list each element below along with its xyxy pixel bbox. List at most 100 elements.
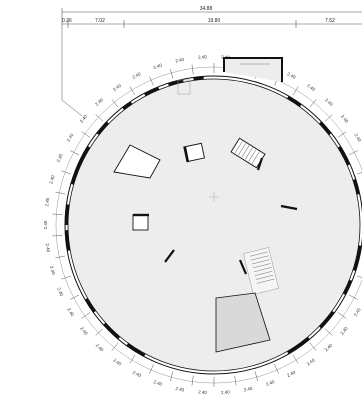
dimension-tick: [70, 150, 80, 156]
dimension-tick: [309, 342, 317, 351]
top-opening: [177, 79, 191, 95]
center-mark: [209, 192, 219, 202]
segment-dimension-label: 2.40: [175, 57, 185, 64]
segment-dimension-label: 2.40: [221, 389, 231, 395]
dimension-tick: [357, 275, 362, 278]
dimension-tick: [338, 312, 347, 319]
dimension-tick: [348, 150, 358, 156]
dimension-tick: [338, 131, 347, 138]
dimension-tick: [234, 375, 237, 386]
segment-dimension-label: 2.40: [56, 152, 64, 162]
segment-dimension-label: 2.40: [198, 390, 208, 396]
dimension-tick: [348, 294, 358, 300]
dimension-tick: [52, 235, 63, 237]
dimension-tick: [170, 371, 174, 382]
segment-dimension-label: 2.40: [49, 265, 56, 275]
dimension-tick: [324, 328, 333, 336]
dimension-tick: [52, 213, 63, 215]
left-trapezoid-object: [113, 144, 161, 179]
segment-dimension-label: 2.40: [153, 62, 163, 70]
segment-dimension-label: 2.40: [198, 54, 208, 60]
dimension-tick: [61, 275, 71, 280]
segment-dimension-label: 2.40: [132, 71, 143, 80]
thick-wall-segment: [144, 86, 160, 97]
segment-dimension-label: 2.40: [44, 197, 50, 207]
segment-dimension-label: 2.40: [56, 287, 64, 297]
segment-dimension-label: 2.40: [66, 132, 75, 143]
segment-dimension-label: 2.40: [112, 83, 122, 92]
segment-dimension-label: 2.40: [94, 97, 104, 107]
dimension-tick: [70, 294, 80, 300]
wall-stub-lower-left: [164, 249, 175, 263]
segment-dimension-label: 2.40: [324, 342, 334, 352]
dimension-tick: [292, 354, 299, 364]
thick-wall-segment: [103, 322, 121, 340]
segment-dimension-label: 2.40: [353, 307, 362, 318]
small-square-object-left: [132, 213, 149, 231]
stair-lower: [243, 247, 279, 295]
dimension-tick: [61, 170, 71, 175]
dimension-tick: [324, 114, 333, 122]
small-square-object-top: [183, 142, 206, 163]
dimension-tick: [95, 328, 104, 336]
wall-stub-right: [280, 204, 298, 211]
segment-dimension-label: 2.40: [286, 369, 297, 378]
dimension-tick: [254, 371, 258, 382]
center-segment-dimension: 19.80: [208, 18, 221, 24]
thick-wall-segment: [167, 79, 184, 87]
thick-wall-segment: [126, 343, 146, 357]
segment-dimension-label: 2.40: [306, 357, 316, 366]
dimension-tick: [309, 99, 317, 108]
segment-dimension-label: 2.40: [48, 174, 55, 184]
dimension-tick: [81, 131, 90, 138]
top-dimension-chain: [61, 8, 362, 117]
thick-wall-segment: [352, 245, 362, 272]
thick-wall-segment: [122, 101, 133, 110]
thick-wall-segment: [84, 297, 96, 313]
dimension-tick: [149, 364, 154, 374]
thick-wall-segment: [319, 121, 332, 136]
thick-wall-segments: [65, 76, 362, 357]
thick-wall-segment: [193, 76, 204, 81]
inner-wall: [67, 78, 361, 372]
segment-dimension-label: 2.40: [79, 326, 89, 336]
dimension-tick: [274, 364, 279, 374]
segment-dimension-label: 2.40: [45, 243, 51, 253]
segment-dimension-label: 2.40: [95, 343, 105, 353]
thick-wall-segment: [70, 146, 91, 185]
dimension-tick: [191, 375, 194, 386]
segment-dimension-label: 2.40: [132, 370, 143, 379]
dimension-tick: [170, 68, 174, 79]
thick-wall-segment: [286, 95, 302, 107]
dimension-tick: [55, 191, 66, 195]
stair-object-upper-right: [230, 137, 266, 171]
segment-dimension-label: 2.40: [175, 386, 185, 393]
thick-wall-segment: [352, 178, 360, 195]
entrance-box: [223, 57, 283, 82]
segment-dimension-label: 2.40: [112, 357, 122, 366]
dimension-tick: [129, 354, 136, 364]
wall-stub-lower-center: [238, 259, 248, 275]
dimension-tick: [357, 172, 362, 175]
dimension-tick: [191, 64, 194, 75]
left-segment-dimension: 7.02: [95, 18, 105, 24]
thick-wall-segment: [342, 279, 353, 295]
overall-dimension: 34.88: [200, 6, 213, 12]
dimension-tick: [95, 114, 104, 122]
segment-dimension-label: 2.40: [340, 114, 350, 124]
dimension-tick: [292, 86, 299, 96]
thick-wall-segment: [286, 336, 310, 355]
lower-stair-area: [215, 292, 271, 353]
left-offset-dimension: 0.36: [62, 18, 72, 24]
dimension-tick: [81, 312, 90, 319]
segment-dimension-label: 2.40: [79, 113, 89, 123]
thick-wall-segment: [65, 230, 71, 251]
segment-dimension-label: 2.40: [306, 83, 316, 92]
segment-dimension-label: 2.40: [153, 379, 163, 387]
segment-dimension-label: 2.40: [339, 325, 349, 335]
segment-dimension-label: 2.40: [353, 133, 362, 144]
dimension-tick: [55, 255, 66, 259]
dimension-tick: [111, 99, 119, 108]
right-segment-dimension: 7.52: [325, 18, 335, 24]
